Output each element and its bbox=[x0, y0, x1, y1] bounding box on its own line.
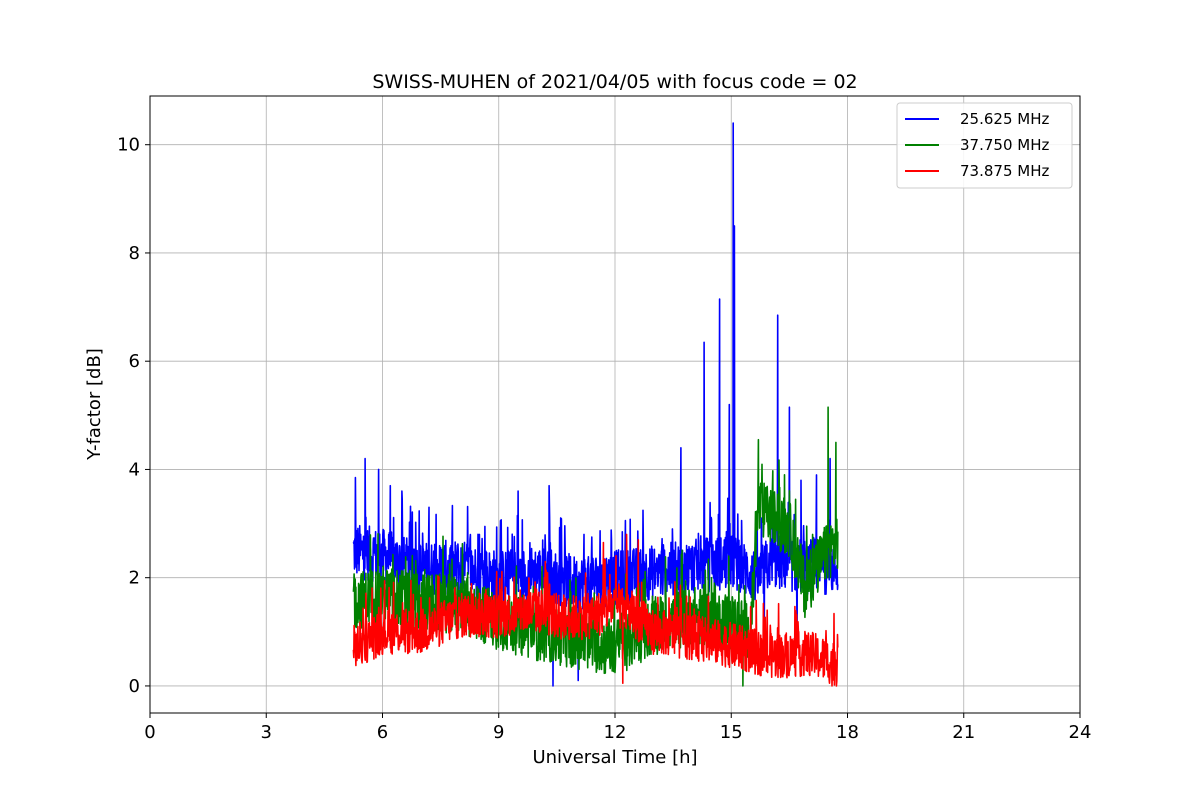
x-tick-label: 0 bbox=[144, 722, 155, 743]
series-layer bbox=[352, 122, 839, 687]
legend: 25.625 MHz 37.750 MHz 73.875 MHz bbox=[896, 102, 1073, 189]
x-tick-label: 24 bbox=[1069, 722, 1092, 743]
legend-label-2: 37.750 MHz bbox=[960, 136, 1049, 154]
x-axis-label: Universal Time [h] bbox=[532, 747, 697, 768]
x-tick-label: 6 bbox=[377, 722, 388, 743]
series-line-1 bbox=[352, 122, 839, 687]
x-tick-label: 18 bbox=[836, 722, 859, 743]
y-tick-label: 8 bbox=[129, 243, 140, 264]
x-tick-label: 21 bbox=[952, 722, 975, 743]
legend-label-1: 25.625 MHz bbox=[960, 110, 1049, 128]
y-axis-label: Y-factor [dB] bbox=[84, 348, 105, 461]
x-tick-label: 3 bbox=[261, 722, 272, 743]
y-tick-label: 0 bbox=[129, 676, 140, 697]
y-tick-label: 4 bbox=[129, 459, 140, 480]
x-tick-label: 12 bbox=[604, 722, 627, 743]
x-tick-label: 9 bbox=[493, 722, 504, 743]
legend-label-3: 73.875 MHz bbox=[960, 162, 1049, 180]
grid-layer bbox=[149, 96, 1081, 713]
legend-entries: 25.625 MHz 37.750 MHz 73.875 MHz bbox=[905, 110, 1049, 180]
y-tick-label: 2 bbox=[129, 568, 140, 589]
y-tick-label: 6 bbox=[129, 351, 140, 372]
x-tick-label: 15 bbox=[720, 722, 743, 743]
y-tick-label: 10 bbox=[117, 135, 140, 156]
chart-title: SWISS-MUHEN of 2021/04/05 with focus cod… bbox=[372, 71, 857, 93]
legend-box bbox=[896, 102, 1073, 189]
series-line-3 bbox=[352, 533, 839, 687]
